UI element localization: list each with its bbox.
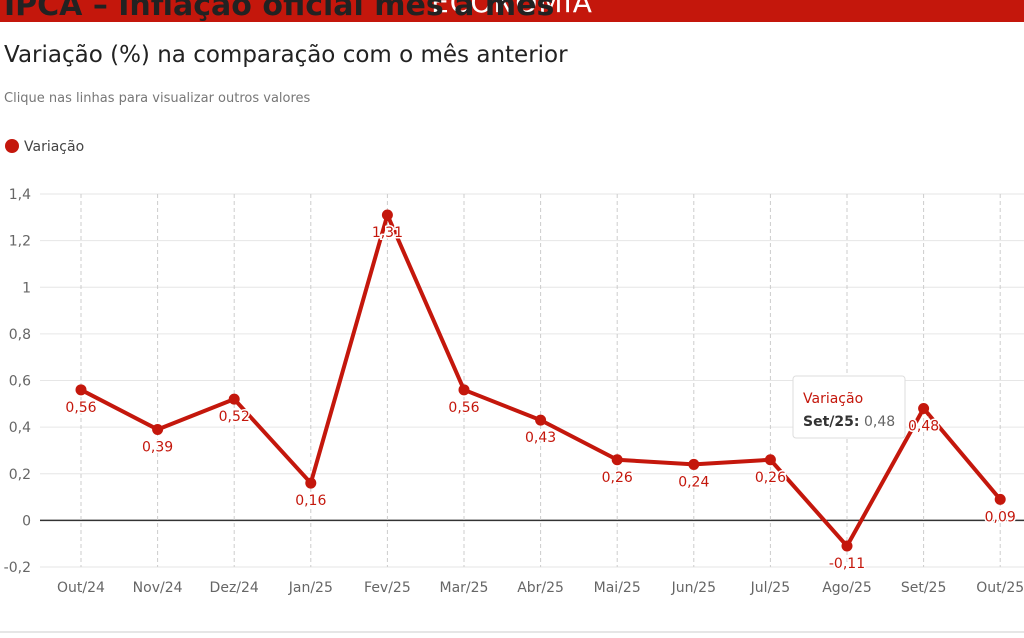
x-tick-label: Abr/25 — [517, 580, 564, 596]
data-point — [918, 402, 930, 414]
section-banner: ECONOMIA — [0, 0, 1024, 22]
legend-label: Variação — [24, 139, 84, 155]
data-point — [994, 493, 1006, 505]
data-point — [535, 414, 547, 426]
y-tick-label: 1,4 — [9, 187, 31, 203]
tooltip: Variação Set/25: 0,48 — [792, 375, 906, 439]
data-label: 0,56 — [65, 400, 96, 416]
data-point — [228, 393, 240, 405]
data-label: -0,11 — [829, 556, 865, 572]
data-label: 0,39 — [142, 439, 173, 455]
tooltip-series: Variação — [803, 391, 863, 407]
x-tick-label: Nov/24 — [133, 580, 183, 596]
x-tick-label: Jan/25 — [288, 580, 333, 596]
data-point — [305, 477, 317, 489]
y-tick-label: 1,2 — [9, 234, 31, 250]
x-tick-label: Mai/25 — [594, 580, 641, 596]
tooltip-box — [792, 375, 906, 439]
chart-subtitle: Variação (%) na comparação com o mês ant… — [4, 42, 568, 68]
tooltip-category: Set/25: — [803, 414, 859, 430]
x-tick-label: Dez/24 — [210, 580, 259, 596]
x-tick-label: Fev/25 — [364, 580, 411, 596]
data-label: 0,43 — [525, 430, 556, 446]
data-label: 0,24 — [678, 474, 709, 490]
tooltip-value: 0,48 — [864, 414, 895, 430]
y-tick-label: 1 — [22, 280, 31, 296]
data-label: 0,09 — [985, 509, 1016, 525]
data-point — [611, 454, 623, 466]
data-label: 0,16 — [295, 493, 326, 509]
section-name: ECONOMIA — [431, 0, 593, 19]
x-tick-label: Jun/25 — [671, 580, 716, 596]
data-label: 0,52 — [219, 409, 250, 425]
x-tick-label: Ago/25 — [822, 580, 872, 596]
y-tick-label: -0,2 — [4, 560, 31, 576]
data-point — [764, 454, 776, 466]
data-label: 1,31 — [372, 225, 403, 241]
data-point — [458, 384, 470, 396]
data-label: 0,26 — [602, 470, 633, 486]
chart-title: IPCA – Inflação oficial mês a mês — [4, 0, 554, 22]
data-point — [688, 458, 700, 470]
title-text: IPCA – Inflação oficial mês a mês — [4, 0, 555, 22]
data-label: 0,48 — [908, 418, 939, 434]
data-point — [841, 540, 853, 552]
y-tick-label: 0,6 — [9, 374, 31, 390]
data-label: 0,56 — [448, 400, 479, 416]
chart-note: Clique nas linhas para visualizar outros… — [4, 91, 311, 106]
y-tick-label: 0,8 — [9, 327, 31, 343]
y-tick-label: 0,4 — [9, 420, 31, 436]
legend-marker — [5, 139, 19, 153]
y-tick-label: 0 — [22, 513, 31, 529]
data-label: 0,26 — [755, 470, 786, 486]
data-point — [381, 209, 393, 221]
data-point — [75, 384, 87, 396]
x-tick-label: Out/24 — [57, 580, 105, 596]
x-tick-label: Set/25 — [901, 580, 947, 596]
y-tick-label: 0,2 — [9, 467, 31, 483]
x-tick-label: Mar/25 — [440, 580, 489, 596]
x-tick-label: Out/25 — [976, 580, 1024, 596]
x-tick-label: Jul/25 — [750, 580, 790, 596]
data-point — [152, 423, 164, 435]
